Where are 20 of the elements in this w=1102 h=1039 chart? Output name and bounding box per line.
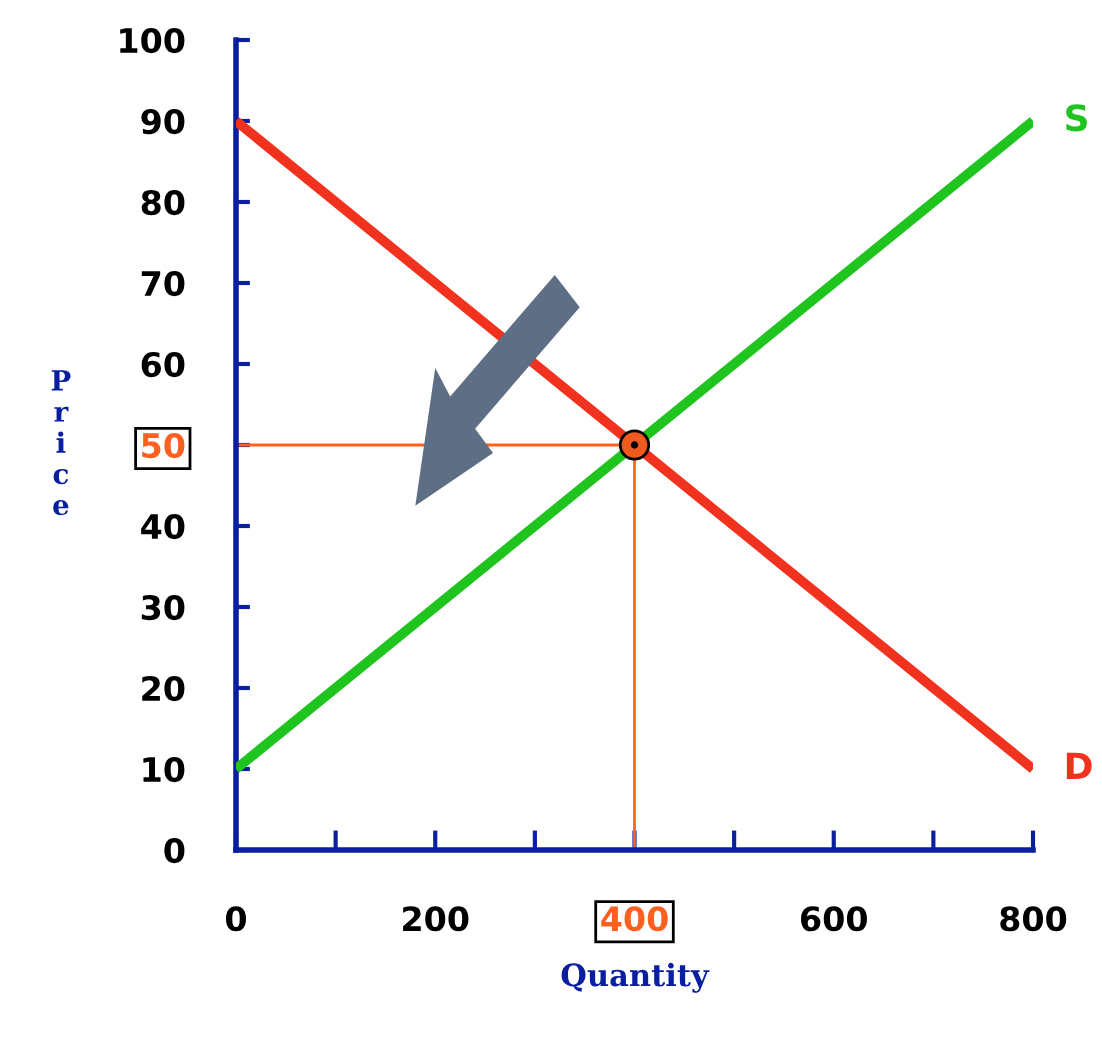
x-axis-title: Quantity: [561, 962, 710, 993]
y-tick-label: 90: [141, 108, 185, 135]
y-tick-label: 80: [141, 189, 185, 216]
x-tick-label: 800: [1000, 906, 1067, 932]
x-tick-label: 400: [601, 906, 668, 932]
y-tick-label: 0: [164, 837, 185, 864]
y-tick-label: 10: [143, 756, 185, 783]
y-tick-label: 70: [141, 270, 185, 297]
series-label: S: [1066, 104, 1087, 132]
x-tick-label: 200: [403, 906, 469, 932]
y-tick-label: 20: [142, 675, 185, 702]
x-tick-label: 0: [226, 906, 246, 932]
y-tick-label: 100: [120, 27, 185, 54]
y-axis-title: Price: [51, 370, 71, 516]
y-tick-label: 30: [141, 594, 185, 621]
y-tick-label: 60: [141, 351, 185, 378]
y-tick-label: 50: [142, 432, 185, 459]
y-tick-label: 40: [141, 513, 185, 540]
series-label: D: [1066, 752, 1092, 779]
x-tick-label: 600: [801, 906, 867, 932]
